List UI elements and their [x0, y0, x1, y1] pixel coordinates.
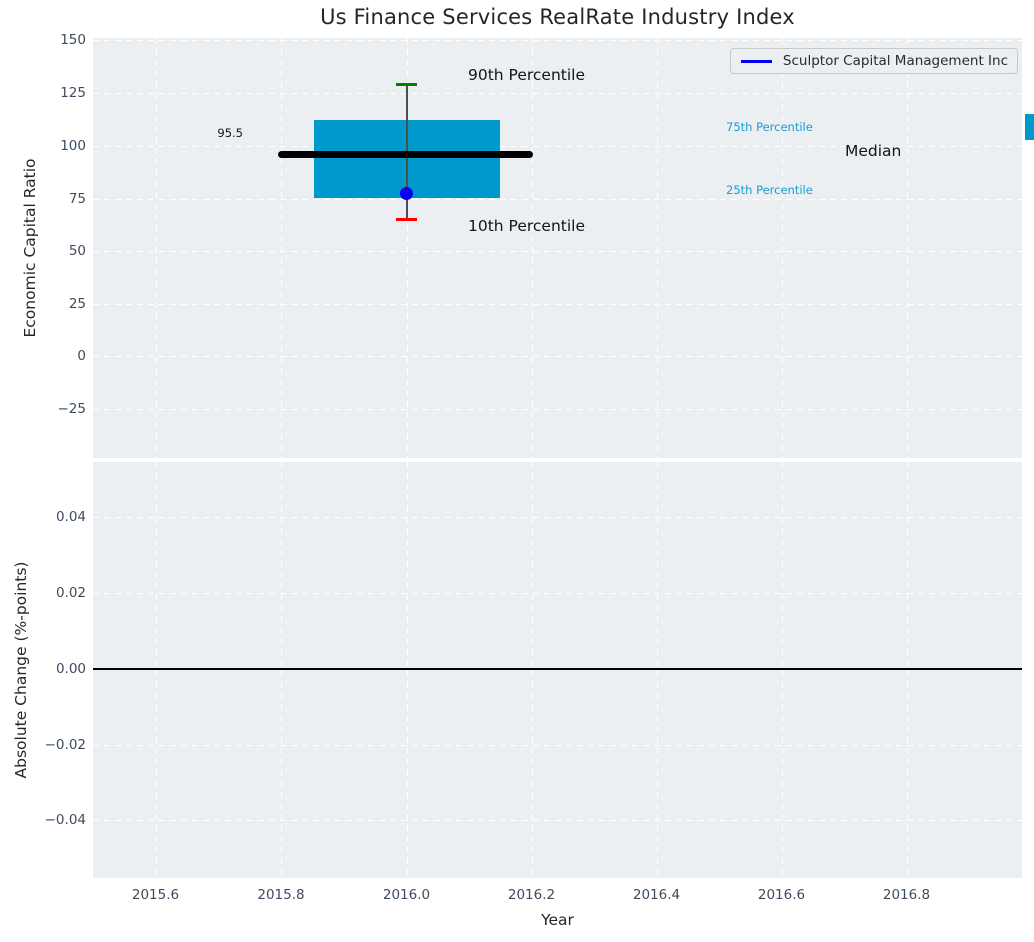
gridline-vertical: [531, 38, 533, 458]
gridline-horizontal: [93, 40, 1022, 41]
gridline-horizontal: [93, 593, 1022, 594]
gridline-horizontal: [93, 146, 1022, 147]
y-tick-label-bottom: 0.02: [55, 585, 86, 601]
y-tick-label-top: −25: [57, 401, 87, 417]
gridline-horizontal: [93, 304, 1022, 305]
y-tick-label-top: 0: [77, 348, 86, 364]
company-marker-dot: [400, 187, 413, 200]
x-tick-label: 2016.6: [757, 887, 806, 903]
gridline-horizontal: [93, 745, 1022, 746]
y-tick-label-top: 25: [68, 296, 86, 312]
p10-annotation: 10th Percentile: [468, 217, 586, 235]
x-tick-label: 2016.4: [632, 887, 681, 903]
p90-annotation: 90th Percentile: [468, 66, 586, 84]
gridline-horizontal: [93, 356, 1022, 357]
zero-line: [93, 668, 1022, 670]
gridline-horizontal: [93, 517, 1022, 518]
y-tick-label-bottom: 0.04: [55, 509, 86, 525]
gridline-horizontal: [93, 93, 1022, 94]
y-tick-label-top: 125: [60, 85, 86, 101]
median-line: [278, 151, 533, 158]
gridline-vertical: [531, 462, 533, 878]
p10-whisker-cap: [396, 218, 417, 221]
x-axis-label: Year: [541, 911, 574, 929]
bottom-axes: [93, 462, 1022, 878]
y-tick-label-top: 50: [68, 243, 86, 259]
p75-annotation: 75th Percentile: [726, 120, 813, 134]
p90-whisker-cap: [396, 83, 417, 86]
gridline-vertical: [781, 462, 783, 878]
next-box-fragment: [1025, 114, 1034, 140]
x-tick-label: 2016.8: [882, 887, 931, 903]
gridline-vertical: [906, 38, 908, 458]
gridline-vertical: [781, 38, 783, 458]
gridline-horizontal: [93, 409, 1022, 410]
gridline-horizontal: [93, 199, 1022, 200]
gridline-horizontal: [93, 251, 1022, 252]
gridline-vertical: [155, 38, 157, 458]
legend: Sculptor Capital Management Inc: [729, 48, 1018, 74]
x-tick-label: 2015.8: [257, 887, 305, 903]
legend-label: Sculptor Capital Management Inc: [782, 53, 1008, 69]
y-tick-label-top: 100: [60, 138, 86, 154]
gridline-vertical: [406, 462, 408, 878]
y-tick-label-bottom: −0.04: [44, 812, 86, 828]
y-tick-label-bottom: −0.02: [44, 737, 86, 753]
y-tick-label-bottom: 0.00: [55, 661, 86, 677]
gridline-vertical: [406, 38, 408, 458]
median-value-label: 95.5: [217, 126, 243, 140]
gridline-vertical: [281, 462, 282, 878]
chart-title: Us Finance Services RealRate Industry In…: [320, 5, 795, 29]
gridline-vertical: [906, 462, 908, 878]
y-tick-label-top: 75: [68, 191, 86, 207]
x-tick-label: 2015.6: [131, 887, 180, 903]
gridline-vertical: [281, 38, 282, 458]
x-tick-label: 2016.2: [507, 887, 556, 903]
gridline-vertical: [656, 38, 658, 458]
gridline-vertical: [656, 462, 658, 878]
gridline-vertical: [155, 462, 157, 878]
legend-line-icon: [740, 59, 772, 63]
gridline-horizontal: [93, 820, 1022, 821]
top-axes: 95.5 90th Percentile 10th Percentile 75t…: [93, 38, 1022, 458]
median-annotation: Median: [845, 142, 902, 160]
p25-annotation: 25th Percentile: [726, 183, 813, 197]
y-tick-label-top: 150: [60, 32, 86, 48]
x-tick-label: 2016.0: [382, 887, 431, 903]
